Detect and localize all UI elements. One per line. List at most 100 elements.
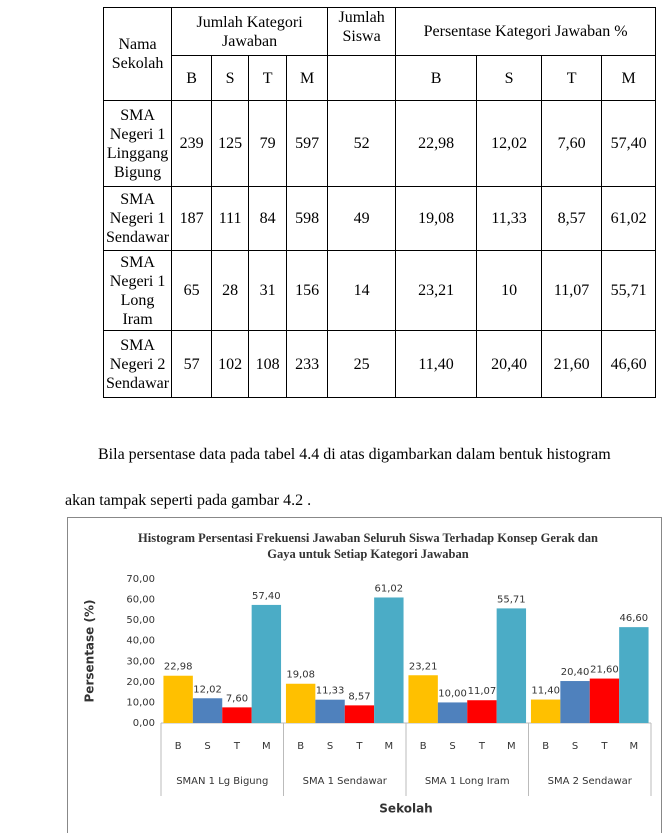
y-tick-label: 40,00 bbox=[126, 636, 155, 647]
x-tick-label: B bbox=[297, 741, 304, 752]
table-cell: 12,02 bbox=[476, 100, 543, 187]
y-tick-label: 50,00 bbox=[126, 615, 155, 626]
table-cell: 108 bbox=[248, 330, 288, 398]
bar bbox=[496, 608, 527, 723]
x-tick-label: M bbox=[385, 741, 394, 752]
x-axis-title: Sekolah bbox=[379, 802, 432, 816]
x-tick-label: T bbox=[355, 741, 363, 752]
x-group-label: SMA 2 Sendawar bbox=[548, 776, 633, 787]
table-cell: 31 bbox=[248, 250, 288, 331]
table-cell: B bbox=[171, 55, 213, 101]
table-cell: Persentase Kategori Jawaban % bbox=[395, 7, 657, 56]
table-cell: 598 bbox=[286, 186, 329, 251]
value-label: 20,40 bbox=[561, 667, 590, 678]
table-cell: 84 bbox=[248, 186, 288, 251]
bar bbox=[344, 705, 375, 723]
y-tick-label: 70,00 bbox=[126, 574, 155, 585]
table-cell: 46,60 bbox=[601, 330, 657, 398]
value-label: 57,40 bbox=[252, 591, 281, 602]
table-cell: M bbox=[286, 55, 329, 101]
table-cell: 156 bbox=[286, 250, 329, 331]
x-tick-label: B bbox=[420, 741, 427, 752]
bar bbox=[467, 700, 497, 723]
table-cell: SMA Negeri 1 Linggang Bigung bbox=[102, 100, 173, 187]
table-cell: SMA Negeri 1 Sendawar bbox=[102, 186, 173, 251]
x-tick-label: B bbox=[542, 741, 549, 752]
value-label: 11,40 bbox=[531, 686, 560, 697]
bar bbox=[192, 698, 223, 723]
bar bbox=[222, 707, 252, 723]
x-tick-label: S bbox=[572, 741, 578, 752]
table-cell: T bbox=[541, 55, 603, 101]
table-cell: M bbox=[601, 55, 657, 101]
table-cell: 102 bbox=[211, 330, 250, 398]
x-tick-label: B bbox=[175, 741, 182, 752]
y-tick-label: 0,00 bbox=[133, 718, 155, 729]
table-row: Nama Sekolah Jumlah Kategori Jawaban Jumla… bbox=[102, 7, 657, 101]
x-group-label: SMA 1 Long Iram bbox=[425, 776, 510, 787]
chart-svg: 0,00 10,00 20,00 30,00 40,00 50,00 60,00 70,00 P… bbox=[83, 574, 652, 816]
value-label: 10,00 bbox=[438, 688, 467, 699]
table-cell: 79 bbox=[248, 100, 288, 187]
table-cell: 11,33 bbox=[476, 186, 543, 251]
value-label: 12,02 bbox=[193, 684, 222, 695]
x-tick-label: T bbox=[600, 741, 608, 752]
table-cell: Jumlah Kategori Jawaban bbox=[171, 7, 329, 56]
bar bbox=[251, 604, 282, 723]
y-tick-label: 30,00 bbox=[126, 656, 155, 667]
x-tick-label: T bbox=[478, 741, 486, 752]
table-cell: 10 bbox=[476, 250, 543, 331]
y-axis-title: Persentase (%) bbox=[83, 600, 97, 703]
table-cell: 187 bbox=[171, 186, 213, 251]
x-tick-label: M bbox=[630, 741, 639, 752]
table-cell: 23,21 bbox=[395, 250, 478, 331]
table-cell: 125 bbox=[211, 100, 250, 187]
table-cell: 239 bbox=[171, 100, 213, 187]
y-tick-label: 60,00 bbox=[126, 595, 155, 606]
table-cell: 7,60 bbox=[541, 100, 603, 187]
bar bbox=[437, 702, 468, 723]
x-tick-label: S bbox=[449, 741, 455, 752]
table-cell: B bbox=[395, 55, 478, 101]
value-label: 21,60 bbox=[590, 665, 619, 676]
value-label: 8,57 bbox=[348, 691, 370, 702]
table-cell: S bbox=[476, 55, 543, 101]
x-tick-label: M bbox=[507, 741, 516, 752]
table-cell: 25 bbox=[327, 330, 397, 398]
table-cell bbox=[327, 55, 397, 101]
value-label: 46,60 bbox=[620, 613, 649, 624]
table-cell: T bbox=[248, 55, 288, 101]
table-cell: 8,57 bbox=[541, 186, 603, 251]
chart: Histogram Persentasi Frekuensi Jawaban S… bbox=[67, 517, 662, 833]
value-label: 23,21 bbox=[409, 661, 438, 672]
x-group-label: SMAN 1 Lg Bigung bbox=[176, 776, 268, 787]
bar bbox=[589, 678, 620, 723]
table-cell: Nama Sekolah bbox=[102, 7, 173, 101]
table-cell: 20,40 bbox=[476, 330, 543, 398]
value-label: 22,98 bbox=[164, 662, 193, 673]
x-tick-label: M bbox=[262, 741, 271, 752]
value-label: 7,60 bbox=[226, 693, 248, 704]
table-cell: 11,40 bbox=[395, 330, 478, 398]
table-cell: 49 bbox=[327, 186, 397, 251]
table-row: SMA Negeri 1 Long Iram 65 28 31 156 14 23,21 10… bbox=[102, 250, 657, 331]
bar bbox=[285, 683, 316, 723]
x-tick-label: S bbox=[204, 741, 210, 752]
value-label: 11,33 bbox=[316, 686, 345, 697]
value-label: 19,08 bbox=[286, 670, 315, 681]
table-cell: 11,07 bbox=[541, 250, 603, 331]
x-tick-label: T bbox=[233, 741, 241, 752]
table-row: SMA Negeri 1 Sendawar 187 111 84 598 49 19,08 1… bbox=[102, 186, 657, 251]
table-cell: SMA Negeri 1 Long Iram bbox=[102, 250, 173, 331]
table-cell: 597 bbox=[286, 100, 329, 187]
value-label: 11,07 bbox=[468, 686, 497, 697]
table-row: SMA Negeri 1 Linggang Bigung 239 125 79 597 5… bbox=[102, 100, 657, 187]
table-cell: Jumlah Siswa bbox=[327, 7, 397, 56]
table-cell: SMA Negeri 2 Sendawar bbox=[102, 330, 173, 398]
table-cell: 57 bbox=[171, 330, 213, 398]
table-cell: 111 bbox=[211, 186, 250, 251]
bar bbox=[560, 681, 590, 723]
table-cell: 65 bbox=[171, 250, 213, 331]
chart-title: Histogram Persentasi Frekuensi Jawaban S… bbox=[138, 531, 598, 561]
bar bbox=[315, 699, 345, 723]
